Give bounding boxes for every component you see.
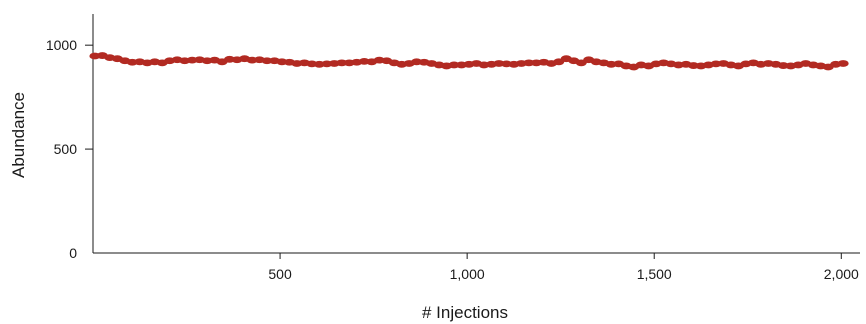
x-tick-label: 1,500 (637, 266, 672, 282)
axes (92, 14, 860, 254)
y-tick-label: 500 (54, 141, 78, 157)
y-ticks: 0 500 1000 (46, 37, 93, 261)
data-points (89, 52, 849, 71)
x-tick-label: 1,000 (450, 266, 485, 282)
y-axis-label: Abundance (9, 92, 28, 178)
x-tick-label: 2,000 (824, 266, 859, 282)
y-tick-label: 0 (69, 245, 77, 261)
x-tick-label: 500 (268, 266, 292, 282)
data-point (837, 60, 849, 67)
y-tick-label: 1000 (46, 37, 77, 53)
x-ticks: 500 1,000 1,500 2,000 (268, 253, 859, 282)
x-axis-label: # Injections (422, 303, 508, 322)
